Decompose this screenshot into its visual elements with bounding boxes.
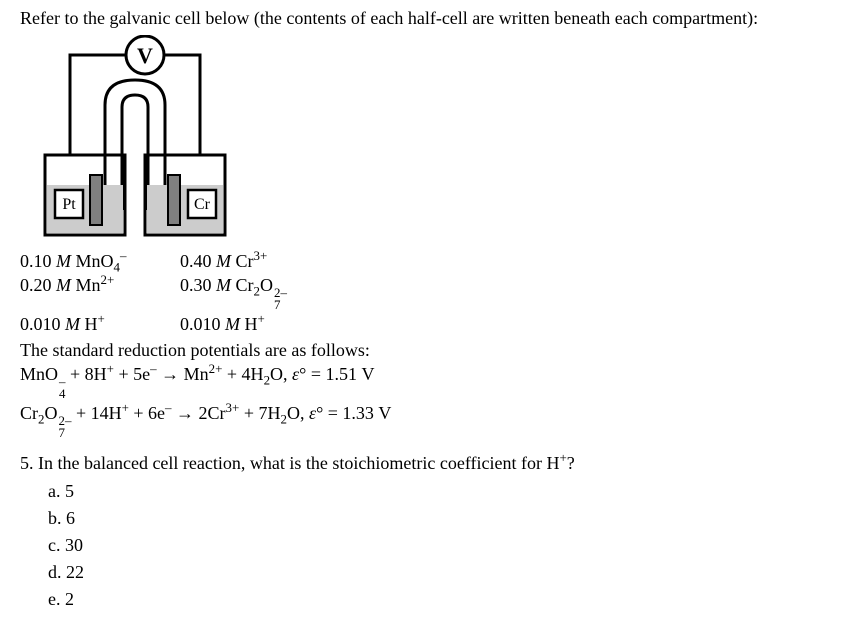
question-number: 5. <box>20 453 34 473</box>
choice-a[interactable]: a. 5 <box>48 478 831 505</box>
choice-e[interactable]: e. 2 <box>48 586 831 613</box>
galvanic-cell-diagram: V Pt Cr <box>30 35 250 245</box>
left-conc-1: 0.10 M MnO4– <box>20 249 180 273</box>
right-conc-3: 0.010 M H+ <box>180 312 265 336</box>
left-conc-3: 0.010 M H+ <box>20 312 180 336</box>
left-conc-2: 0.20 M Mn2+ <box>20 273 180 311</box>
srp-heading: The standard reduction potentials are as… <box>20 338 831 362</box>
choice-c[interactable]: c. 30 <box>48 532 831 559</box>
equation-2: Cr2O2–7 + 14H+ + 6e– → 2Cr3+ + 7H2O, ε° … <box>20 401 831 439</box>
concentrations-block: 0.10 M MnO4– 0.40 M Cr3+ 0.20 M Mn2+ 0.3… <box>20 249 831 336</box>
choice-d[interactable]: d. 22 <box>48 559 831 586</box>
right-conc-1: 0.40 M Cr3+ <box>180 249 267 273</box>
right-conc-2: 0.30 M Cr2O2–7 <box>180 273 287 311</box>
question-text: In the balanced cell reaction, what is t… <box>38 453 575 473</box>
voltmeter-label: V <box>137 43 153 68</box>
intro-text: Refer to the galvanic cell below (the co… <box>20 8 831 29</box>
left-electrode-label: Pt <box>62 196 76 213</box>
question-5: 5. In the balanced cell reaction, what i… <box>20 453 831 613</box>
equation-1: MnO–4 + 8H+ + 5e– → Mn2+ + 4H2O, ε° = 1.… <box>20 362 831 400</box>
choice-b[interactable]: b. 6 <box>48 505 831 532</box>
right-electrode-label: Cr <box>194 196 211 213</box>
